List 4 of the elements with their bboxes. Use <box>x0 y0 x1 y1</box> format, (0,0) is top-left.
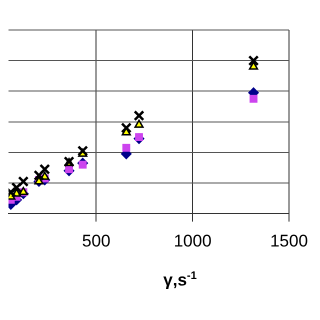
x-axis-title: γ,s$^{-1}$ <box>162 270 198 291</box>
x-tick-label: 500 <box>82 231 110 250</box>
x-tick-label: 1000 <box>174 231 212 250</box>
x-tick-label: 1500 <box>270 231 308 250</box>
